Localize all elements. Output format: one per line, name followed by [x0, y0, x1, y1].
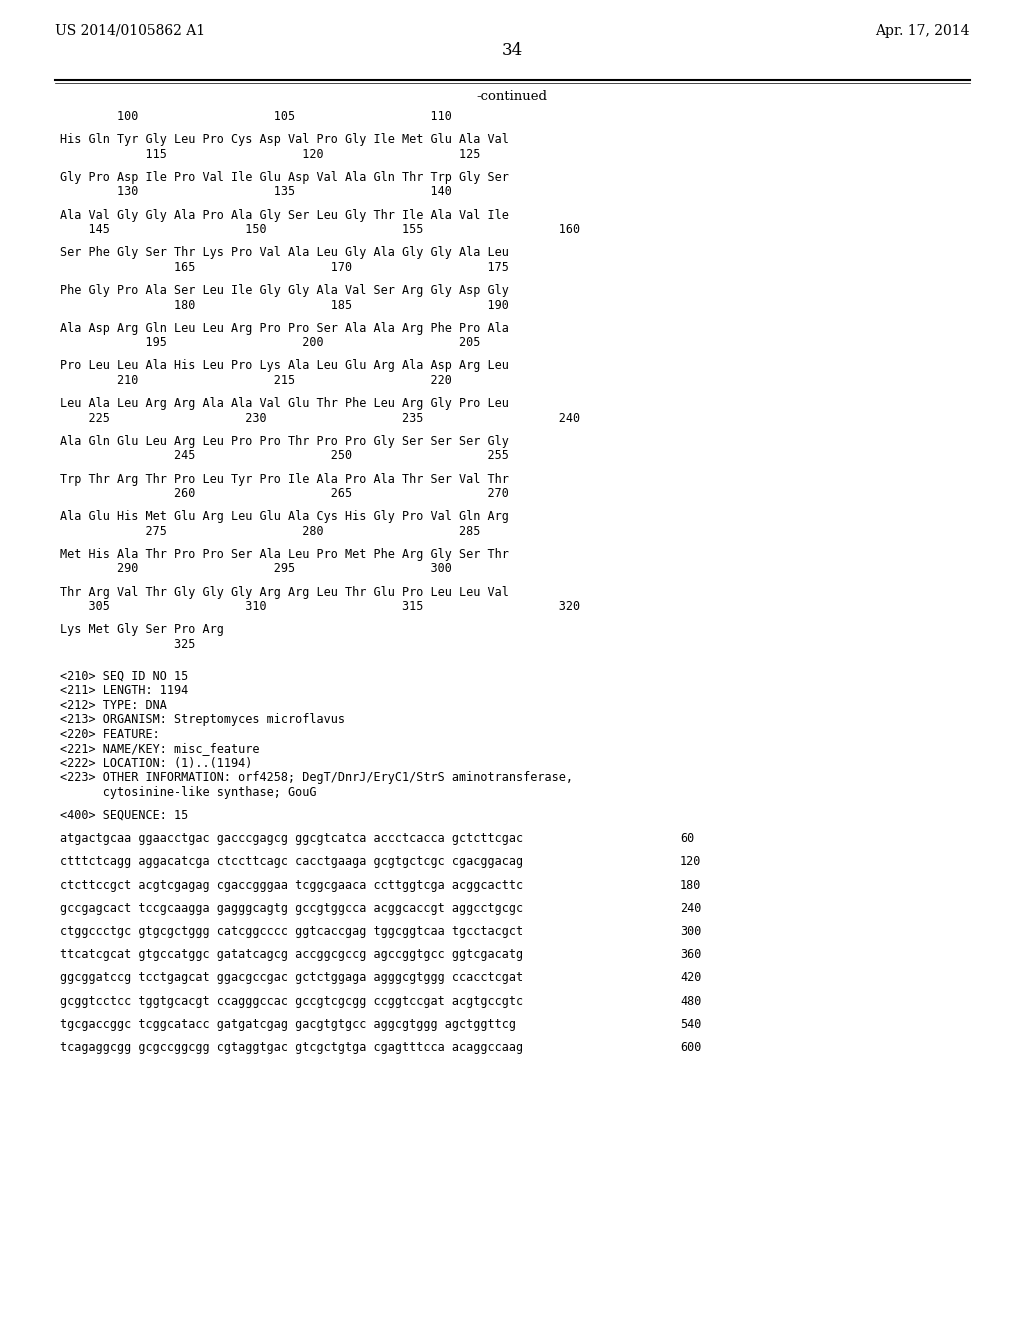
Text: 145                   150                   155                   160: 145 150 155 160 [60, 223, 581, 236]
Text: 290                   295                   300: 290 295 300 [60, 562, 452, 576]
Text: gcggtcctcc tggtgcacgt ccagggccac gccgtcgcgg ccggtccgat acgtgccgtc: gcggtcctcc tggtgcacgt ccagggccac gccgtcg… [60, 994, 523, 1007]
Text: 540: 540 [680, 1018, 701, 1031]
Text: <400> SEQUENCE: 15: <400> SEQUENCE: 15 [60, 809, 188, 822]
Text: 165                   170                   175: 165 170 175 [60, 261, 509, 273]
Text: Ala Asp Arg Gln Leu Leu Arg Pro Pro Ser Ala Ala Arg Phe Pro Ala: Ala Asp Arg Gln Leu Leu Arg Pro Pro Ser … [60, 322, 509, 335]
Text: <211> LENGTH: 1194: <211> LENGTH: 1194 [60, 684, 188, 697]
Text: Pro Leu Leu Ala His Leu Pro Lys Ala Leu Glu Arg Ala Asp Arg Leu: Pro Leu Leu Ala His Leu Pro Lys Ala Leu … [60, 359, 509, 372]
Text: 360: 360 [680, 948, 701, 961]
Text: Met His Ala Thr Pro Pro Ser Ala Leu Pro Met Phe Arg Gly Ser Thr: Met His Ala Thr Pro Pro Ser Ala Leu Pro … [60, 548, 509, 561]
Text: 480: 480 [680, 994, 701, 1007]
Text: Ser Phe Gly Ser Thr Lys Pro Val Ala Leu Gly Ala Gly Gly Ala Leu: Ser Phe Gly Ser Thr Lys Pro Val Ala Leu … [60, 247, 509, 259]
Text: 600: 600 [680, 1041, 701, 1053]
Text: atgactgcaa ggaacctgac gacccgagcg ggcgtcatca accctcacca gctcttcgac: atgactgcaa ggaacctgac gacccgagcg ggcgtca… [60, 832, 523, 845]
Text: 325: 325 [60, 638, 196, 651]
Text: ttcatcgcat gtgccatggc gatatcagcg accggcgccg agccggtgcc ggtcgacatg: ttcatcgcat gtgccatggc gatatcagcg accggcg… [60, 948, 523, 961]
Text: 260                   265                   270: 260 265 270 [60, 487, 509, 500]
Text: <221> NAME/KEY: misc_feature: <221> NAME/KEY: misc_feature [60, 742, 259, 755]
Text: gccgagcact tccgcaagga gagggcagtg gccgtggcca acggcaccgt aggcctgcgc: gccgagcact tccgcaagga gagggcagtg gccgtgg… [60, 902, 523, 915]
Text: 34: 34 [502, 42, 522, 59]
Text: 240: 240 [680, 902, 701, 915]
Text: -continued: -continued [476, 90, 548, 103]
Text: ctggccctgc gtgcgctggg catcggcccc ggtcaccgag tggcggtcaa tgcctacgct: ctggccctgc gtgcgctggg catcggcccc ggtcacc… [60, 925, 523, 939]
Text: Ala Val Gly Gly Ala Pro Ala Gly Ser Leu Gly Thr Ile Ala Val Ile: Ala Val Gly Gly Ala Pro Ala Gly Ser Leu … [60, 209, 509, 222]
Text: ctcttccgct acgtcgagag cgaccgggaa tcggcgaaca ccttggtcga acggcacttc: ctcttccgct acgtcgagag cgaccgggaa tcggcga… [60, 879, 523, 891]
Text: 180: 180 [680, 879, 701, 891]
Text: <210> SEQ ID NO 15: <210> SEQ ID NO 15 [60, 669, 188, 682]
Text: Gly Pro Asp Ile Pro Val Ile Glu Asp Val Ala Gln Thr Trp Gly Ser: Gly Pro Asp Ile Pro Val Ile Glu Asp Val … [60, 170, 509, 183]
Text: Thr Arg Val Thr Gly Gly Gly Arg Arg Leu Thr Glu Pro Leu Leu Val: Thr Arg Val Thr Gly Gly Gly Arg Arg Leu … [60, 586, 509, 598]
Text: ctttctcagg aggacatcga ctccttcagc cacctgaaga gcgtgctcgc cgacggacag: ctttctcagg aggacatcga ctccttcagc cacctga… [60, 855, 523, 869]
Text: 130                   135                   140: 130 135 140 [60, 185, 452, 198]
Text: tcagaggcgg gcgccggcgg cgtaggtgac gtcgctgtga cgagtttcca acaggccaag: tcagaggcgg gcgccggcgg cgtaggtgac gtcgctg… [60, 1041, 523, 1053]
Text: 305                   310                   315                   320: 305 310 315 320 [60, 601, 581, 612]
Text: Ala Glu His Met Glu Arg Leu Glu Ala Cys His Gly Pro Val Gln Arg: Ala Glu His Met Glu Arg Leu Glu Ala Cys … [60, 511, 509, 523]
Text: 300: 300 [680, 925, 701, 939]
Text: ggcggatccg tcctgagcat ggacgccgac gctctggaga agggcgtggg ccacctcgat: ggcggatccg tcctgagcat ggacgccgac gctctgg… [60, 972, 523, 985]
Text: 120: 120 [680, 855, 701, 869]
Text: 420: 420 [680, 972, 701, 985]
Text: 60: 60 [680, 832, 694, 845]
Text: 195                   200                   205: 195 200 205 [60, 337, 480, 350]
Text: cytosinine-like synthase; GouG: cytosinine-like synthase; GouG [60, 785, 316, 799]
Text: Lys Met Gly Ser Pro Arg: Lys Met Gly Ser Pro Arg [60, 623, 224, 636]
Text: <222> LOCATION: (1)..(1194): <222> LOCATION: (1)..(1194) [60, 756, 252, 770]
Text: US 2014/0105862 A1: US 2014/0105862 A1 [55, 24, 205, 38]
Text: 225                   230                   235                   240: 225 230 235 240 [60, 412, 581, 425]
Text: 180                   185                   190: 180 185 190 [60, 298, 509, 312]
Text: 100                   105                   110: 100 105 110 [60, 110, 452, 123]
Text: Phe Gly Pro Ala Ser Leu Ile Gly Gly Ala Val Ser Arg Gly Asp Gly: Phe Gly Pro Ala Ser Leu Ile Gly Gly Ala … [60, 284, 509, 297]
Text: 275                   280                   285: 275 280 285 [60, 525, 480, 537]
Text: <223> OTHER INFORMATION: orf4258; DegT/DnrJ/EryC1/StrS aminotransferase,: <223> OTHER INFORMATION: orf4258; DegT/D… [60, 771, 573, 784]
Text: Ala Gln Glu Leu Arg Leu Pro Pro Thr Pro Pro Gly Ser Ser Ser Gly: Ala Gln Glu Leu Arg Leu Pro Pro Thr Pro … [60, 434, 509, 447]
Text: 115                   120                   125: 115 120 125 [60, 148, 480, 161]
Text: tgcgaccggc tcggcatacc gatgatcgag gacgtgtgcc aggcgtggg agctggttcg: tgcgaccggc tcggcatacc gatgatcgag gacgtgt… [60, 1018, 516, 1031]
Text: Leu Ala Leu Arg Arg Ala Ala Val Glu Thr Phe Leu Arg Gly Pro Leu: Leu Ala Leu Arg Arg Ala Ala Val Glu Thr … [60, 397, 509, 411]
Text: Trp Thr Arg Thr Pro Leu Tyr Pro Ile Ala Pro Ala Thr Ser Val Thr: Trp Thr Arg Thr Pro Leu Tyr Pro Ile Ala … [60, 473, 509, 486]
Text: <212> TYPE: DNA: <212> TYPE: DNA [60, 698, 167, 711]
Text: <220> FEATURE:: <220> FEATURE: [60, 727, 160, 741]
Text: 210                   215                   220: 210 215 220 [60, 374, 452, 387]
Text: His Gln Tyr Gly Leu Pro Cys Asp Val Pro Gly Ile Met Glu Ala Val: His Gln Tyr Gly Leu Pro Cys Asp Val Pro … [60, 133, 509, 147]
Text: Apr. 17, 2014: Apr. 17, 2014 [876, 24, 970, 38]
Text: <213> ORGANISM: Streptomyces microflavus: <213> ORGANISM: Streptomyces microflavus [60, 713, 345, 726]
Text: 245                   250                   255: 245 250 255 [60, 449, 509, 462]
